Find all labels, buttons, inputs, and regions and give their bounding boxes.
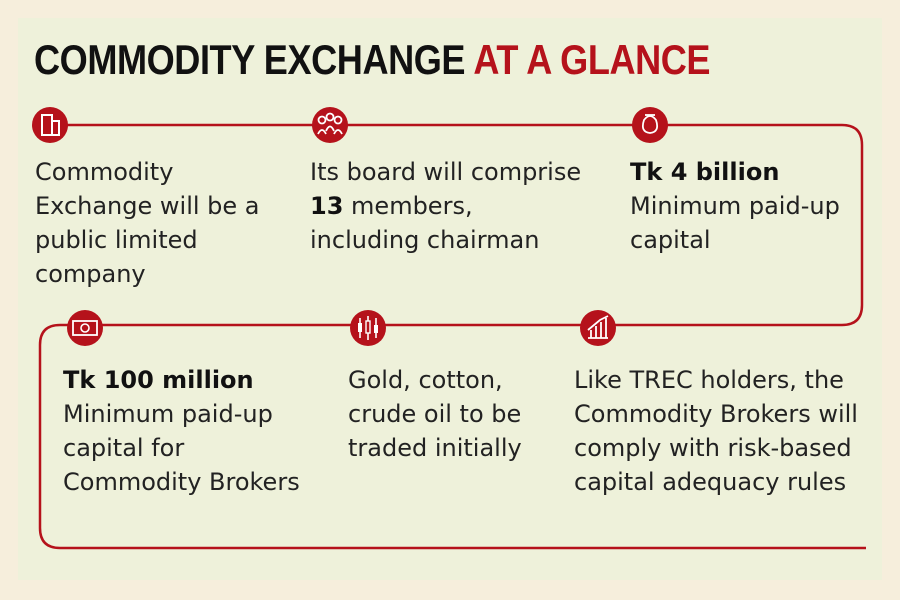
title: COMMODITY EXCHANGE AT A GLANCE bbox=[34, 36, 711, 84]
item-heading: Tk 100 million bbox=[63, 366, 254, 394]
item: Like TREC holders, the Commodity Brokers… bbox=[574, 363, 879, 499]
item-text: Its board will comprise bbox=[310, 158, 582, 186]
icon bbox=[312, 107, 348, 143]
item: Its board will comprise 13 members, incl… bbox=[310, 155, 585, 257]
item: Tk 4 billion Minimum paid-up capital bbox=[630, 155, 845, 257]
item-text: Commodity Exchange will be a public limi… bbox=[35, 158, 260, 288]
item: Gold, cotton, crude oil to be traded ini… bbox=[348, 363, 528, 465]
title-highlight: AT A GLANCE bbox=[473, 36, 711, 83]
icon bbox=[32, 107, 68, 143]
item: Tk 100 million Minimum paid-up capital fo… bbox=[63, 363, 313, 499]
item-text: Like TREC holders, the Commodity Brokers… bbox=[574, 366, 858, 496]
icon bbox=[580, 310, 616, 346]
connector-line bbox=[38, 123, 866, 550]
item-highlight: 13 bbox=[310, 192, 344, 220]
icon bbox=[67, 310, 103, 346]
item-text: members, including chairman bbox=[310, 192, 540, 254]
panel bbox=[18, 18, 882, 580]
item-heading: Tk 4 billion bbox=[630, 158, 780, 186]
icon bbox=[350, 310, 386, 346]
item: Commodity Exchange will be a public limi… bbox=[35, 155, 275, 291]
item-text: Minimum paid-up capital bbox=[630, 192, 840, 254]
title-text: COMMODITY EXCHANGE bbox=[34, 36, 466, 83]
icon bbox=[632, 107, 668, 143]
item-text: Gold, cotton, crude oil to be traded ini… bbox=[348, 366, 522, 462]
item-text: Minimum paid-up capital for Commodity Br… bbox=[63, 400, 300, 496]
